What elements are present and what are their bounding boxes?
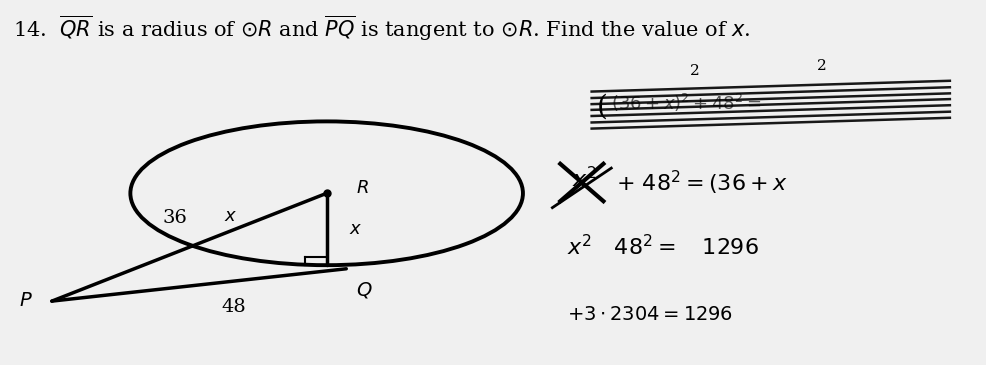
Text: $(36+x)^{2}+48^{2}=$: $(36+x)^{2}+48^{2}=$ [610, 92, 761, 115]
Text: (: ( [596, 93, 606, 120]
Text: 36: 36 [162, 210, 186, 227]
Text: $x^{2}$: $x^{2}$ [572, 167, 597, 192]
Text: 48: 48 [221, 297, 246, 315]
Text: $Q$: $Q$ [356, 280, 373, 300]
Text: 2: 2 [816, 59, 826, 73]
Text: $x^{2} \quad 48^{2} = \quad 1296$: $x^{2} \quad 48^{2} = \quad 1296$ [567, 235, 758, 260]
Text: 2: 2 [689, 64, 699, 78]
Text: $x$: $x$ [224, 207, 237, 225]
Text: $+ \ 48^{2} = (36+x$: $+ \ 48^{2} = (36+x$ [615, 168, 787, 197]
Text: $P$: $P$ [19, 292, 33, 310]
Text: $+3 \cdot 2304 = 1296$: $+3 \cdot 2304 = 1296$ [567, 307, 733, 324]
Text: $x$: $x$ [349, 220, 363, 238]
Text: $R$: $R$ [356, 179, 369, 197]
Text: 14.  $\overline{QR}$ is a radius of $\odot R$ and $\overline{PQ}$ is tangent to : 14. $\overline{QR}$ is a radius of $\odo… [13, 14, 749, 43]
